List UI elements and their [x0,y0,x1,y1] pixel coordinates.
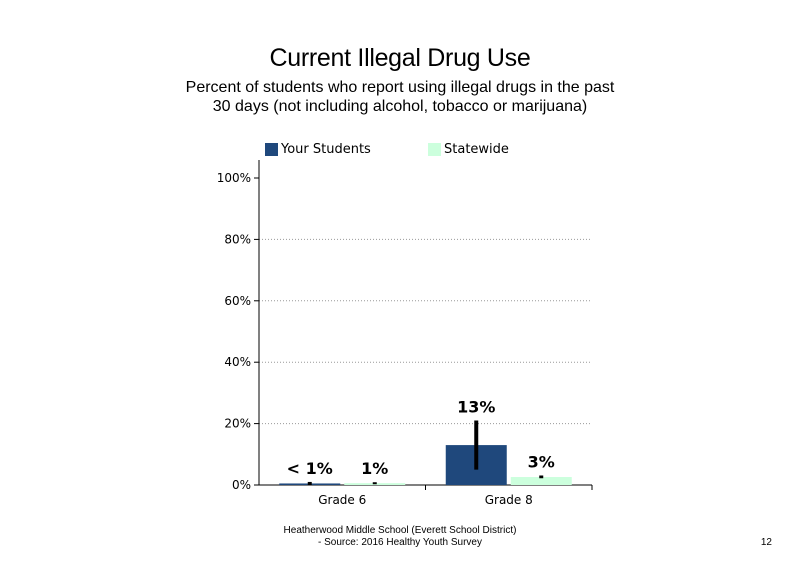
x-tick-label-grade-6: Grade 6 [318,493,366,507]
footer-school: Heatherwood Middle School (Everett Schoo… [283,525,517,536]
bar-statewide-grade-8 [510,477,572,485]
footer: Heatherwood Middle School (Everett Schoo… [250,525,550,549]
legend-swatch-statewide [428,142,441,156]
legend-label-your-students: Your Students [281,141,371,157]
y-tick-label-60: 60% [224,294,251,308]
legend-label-statewide: Statewide [444,141,509,157]
y-tick-label-80: 80% [224,232,251,246]
legend-swatch-your-students [265,142,278,156]
legend-item-statewide: Statewide [428,140,509,158]
data-label-your-students-grade-6: < 1% [287,459,333,478]
data-label-your-students-grade-8: 13% [457,398,495,417]
x-tick-label-grade-8: Grade 8 [485,493,533,507]
chart-title: Current Illegal Drug Use [269,44,531,72]
y-tick-label-20: 20% [224,417,251,431]
data-label-statewide-grade-6: 1% [361,459,388,478]
page-number: 12 [760,537,772,548]
chart-subtitle: Percent of students who report using ill… [185,79,615,115]
y-tick-label-100: 100% [217,171,251,185]
data-label-statewide-grade-8: 3% [528,452,555,471]
footer-source: - Source: 2016 Healthy Youth Survey [318,537,482,548]
y-tick-label-40: 40% [224,355,251,369]
y-tick-label-0: 0% [232,478,251,492]
legend-item-your-students: Your Students [265,140,371,158]
